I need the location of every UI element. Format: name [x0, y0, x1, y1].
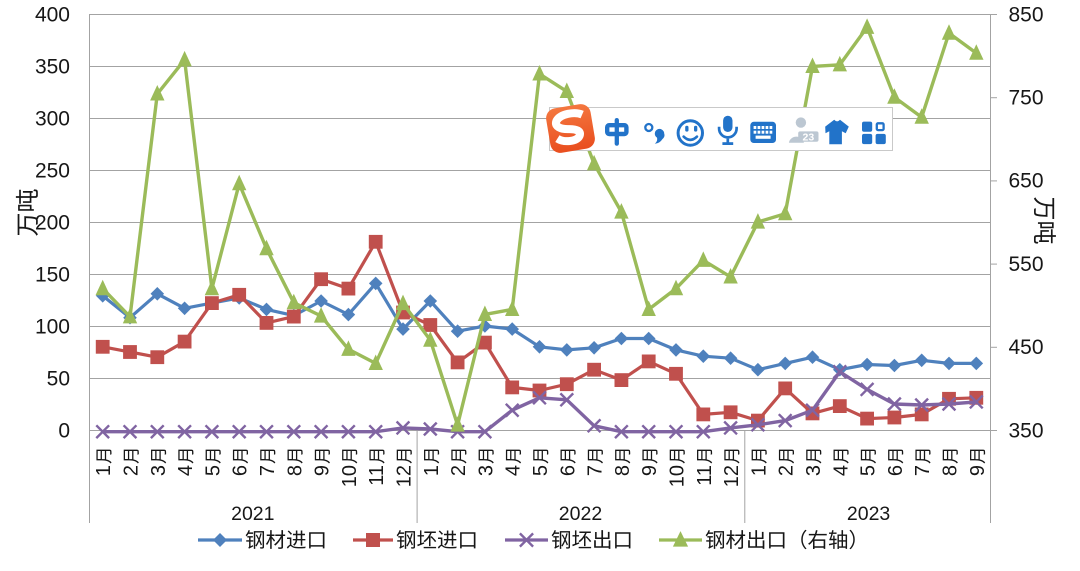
svg-text:7: 7 — [257, 465, 279, 476]
svg-text:750: 750 — [1009, 87, 1044, 110]
svg-text:4: 4 — [175, 465, 197, 476]
svg-text:2: 2 — [448, 465, 470, 476]
svg-text:5: 5 — [202, 465, 224, 476]
svg-text:8: 8 — [284, 465, 306, 476]
svg-text:4: 4 — [503, 465, 525, 476]
svg-text:350: 350 — [1009, 419, 1044, 442]
svg-text:2021: 2021 — [231, 503, 274, 525]
svg-text:100: 100 — [35, 315, 70, 338]
svg-text:6: 6 — [557, 465, 579, 476]
svg-text:450: 450 — [1009, 336, 1044, 359]
svg-text:23: 23 — [803, 131, 815, 143]
svg-text:11: 11 — [694, 465, 716, 486]
svg-text:50: 50 — [47, 367, 70, 390]
svg-text:250: 250 — [35, 159, 70, 182]
svg-text:550: 550 — [1009, 253, 1044, 276]
svg-text:650: 650 — [1009, 170, 1044, 193]
svg-text:2022: 2022 — [559, 503, 602, 525]
svg-text:0: 0 — [58, 419, 70, 442]
svg-text:300: 300 — [35, 107, 70, 130]
svg-text:2: 2 — [121, 465, 143, 476]
svg-text:11: 11 — [366, 465, 388, 486]
svg-text:7: 7 — [912, 465, 934, 476]
svg-text:1: 1 — [421, 465, 443, 476]
svg-text:5: 5 — [858, 465, 880, 476]
svg-text:12: 12 — [394, 465, 416, 487]
svg-text:3: 3 — [148, 465, 170, 476]
svg-text:10: 10 — [339, 465, 361, 487]
svg-text:6: 6 — [230, 465, 252, 476]
svg-text:850: 850 — [1009, 3, 1044, 26]
svg-text:200: 200 — [35, 211, 70, 234]
svg-text:5: 5 — [530, 465, 552, 476]
svg-text:2: 2 — [776, 465, 798, 476]
svg-text:6: 6 — [885, 465, 907, 476]
svg-text:9: 9 — [639, 465, 661, 476]
svg-text:2023: 2023 — [847, 503, 890, 525]
svg-text:10: 10 — [667, 465, 689, 487]
svg-text:8: 8 — [940, 465, 962, 476]
svg-text:8: 8 — [612, 465, 634, 476]
svg-text:9: 9 — [312, 465, 334, 476]
svg-text:9: 9 — [967, 465, 989, 476]
svg-text:3: 3 — [475, 465, 497, 476]
svg-text:12: 12 — [721, 465, 743, 487]
svg-text:400: 400 — [35, 3, 70, 26]
svg-text:1: 1 — [93, 465, 115, 476]
svg-text:350: 350 — [35, 55, 70, 78]
svg-text:150: 150 — [35, 263, 70, 286]
svg-text:7: 7 — [585, 465, 607, 476]
svg-text:4: 4 — [830, 465, 852, 476]
svg-text:3: 3 — [803, 465, 825, 476]
svg-text:1: 1 — [748, 465, 770, 476]
